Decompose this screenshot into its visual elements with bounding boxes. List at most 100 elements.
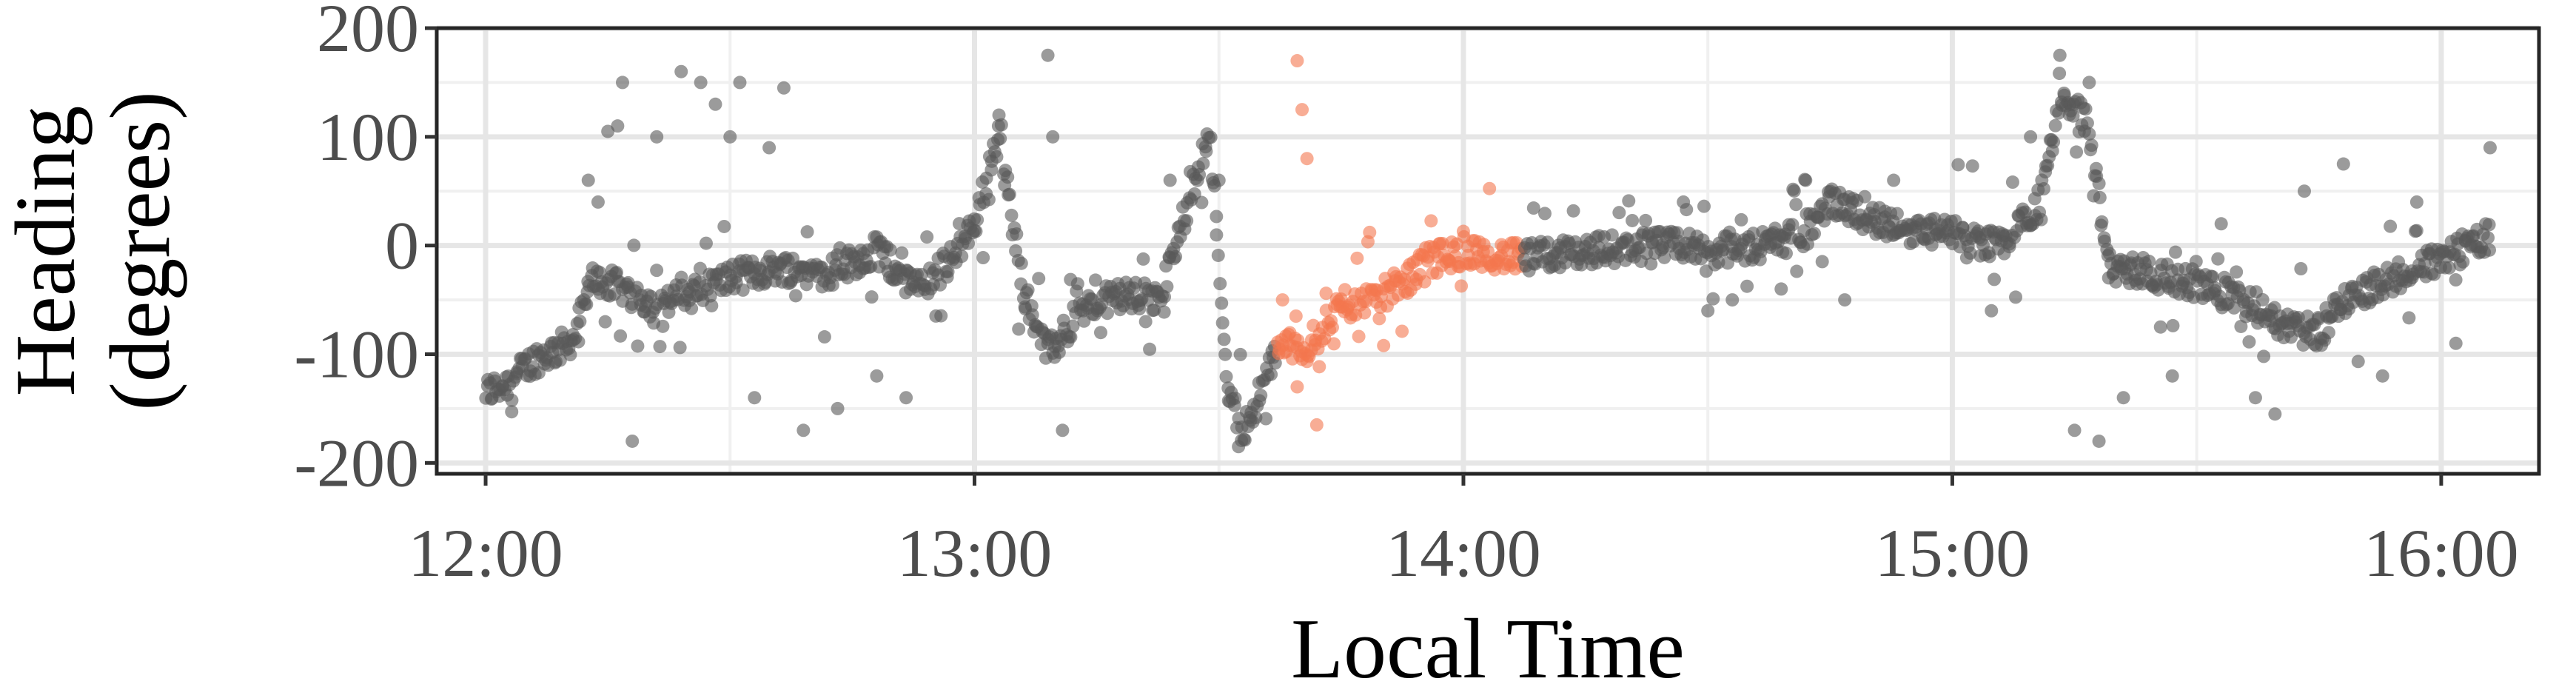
data-point-outlier [2092,434,2106,448]
data-point [699,236,713,250]
data-point [1218,347,1232,361]
data-point [505,393,519,407]
data-point [1215,316,1230,330]
data-point-outlier [615,76,629,90]
data-point-outlier [1799,173,1813,187]
data-point-outlier [796,423,811,438]
y-axis-title-line-2: (degrees) [93,91,188,411]
data-point [653,340,667,354]
data-point-outlier [1295,103,1309,117]
data-point [1537,207,1552,221]
data-point [1217,332,1231,346]
data-point [1338,283,1352,297]
data-point [598,315,612,329]
data-point-outlier [2053,48,2067,62]
data-point [1639,213,1653,227]
data-point [1377,338,1391,352]
tick-labels: 12:00 13:00 14:00 15:00 16:00 -200 -100 0 100 200 [294,0,2518,591]
data-point [656,319,670,333]
data-point [2481,231,2495,245]
data-point-outlier [1774,282,1788,296]
data-point-outlier [723,130,737,144]
data-point-outlier [674,64,688,78]
data-point-outlier [1300,152,1314,166]
x-tick-label: 15:00 [1875,515,2030,591]
data-point-outlier [1212,173,1226,187]
y-tick-label: 200 [317,0,419,66]
x-axis-title: Local Time [1291,602,1685,687]
data-point-outlier [899,391,913,405]
data-point [650,264,664,278]
data-point [1289,309,1303,323]
data-point [1697,199,1711,213]
data-point [962,236,976,250]
data-point [2449,273,2463,287]
axis-ticks [425,26,2443,486]
data-point [2211,252,2225,266]
data-point-outlier [762,141,777,155]
data-point-outlier [1701,304,1715,318]
data-point-outlier [2067,423,2082,438]
data-point [1032,272,1046,286]
data-point-outlier [2449,336,2463,350]
data-point [2242,335,2256,349]
data-point [1002,187,1016,201]
data-point [1213,277,1227,291]
y-tick-label: 100 [317,99,419,175]
data-point-outlier [1232,440,1246,454]
data-point [1157,305,1171,319]
data-point [1789,198,1803,212]
data-point [934,309,948,323]
data-point [1963,246,1977,260]
data-point-outlier [748,391,762,405]
data-point [1233,347,1247,361]
data-point [1210,210,1224,224]
data-point [2005,175,2019,190]
data-point [2483,243,2497,257]
data-point [2153,320,2167,334]
data-point [1626,213,1640,227]
data-point [2189,255,2203,269]
data-point [1196,156,1210,170]
data-point [1622,194,1636,208]
data-point [2482,218,2496,232]
data-point [2009,290,2023,304]
data-point [1021,283,1035,297]
data-point [2047,135,2061,149]
data-point [1199,144,1213,158]
data-point [1088,273,1102,287]
data-point-outlier [870,369,884,383]
y-tick-label: -100 [294,316,419,392]
data-point [817,330,831,344]
data-point [1605,228,1619,242]
data-point [2442,261,2456,275]
data-point [920,230,934,244]
data-point-outlier [581,173,595,187]
data-point-outlier [1275,293,1289,307]
data-point-outlier [2297,184,2311,198]
data-point [1352,329,1366,344]
data-point [2230,265,2244,279]
data-point [1925,238,1939,252]
data-point [1481,244,1495,258]
data-point [1483,181,1497,195]
data-point [2384,219,2398,233]
data-point [563,348,577,362]
data-point [982,192,996,207]
data-point [1540,235,1554,249]
data-point [1982,249,1996,264]
data-point-outlier [1887,173,1901,187]
data-point [2168,245,2182,259]
data-point-outlier [2375,369,2389,383]
data-point-outlier [1041,48,1055,62]
data-point-outlier [1046,130,1060,144]
data-point [1215,296,1229,310]
data-point-outlier [1309,418,1324,432]
data-point [2080,116,2094,130]
panel-border [435,26,2541,476]
x-tick-label: 13:00 [897,515,1053,591]
data-point-outlier [1290,380,1304,394]
data-point [1160,280,1174,294]
data-point [703,289,717,303]
data-point [1808,227,1822,241]
